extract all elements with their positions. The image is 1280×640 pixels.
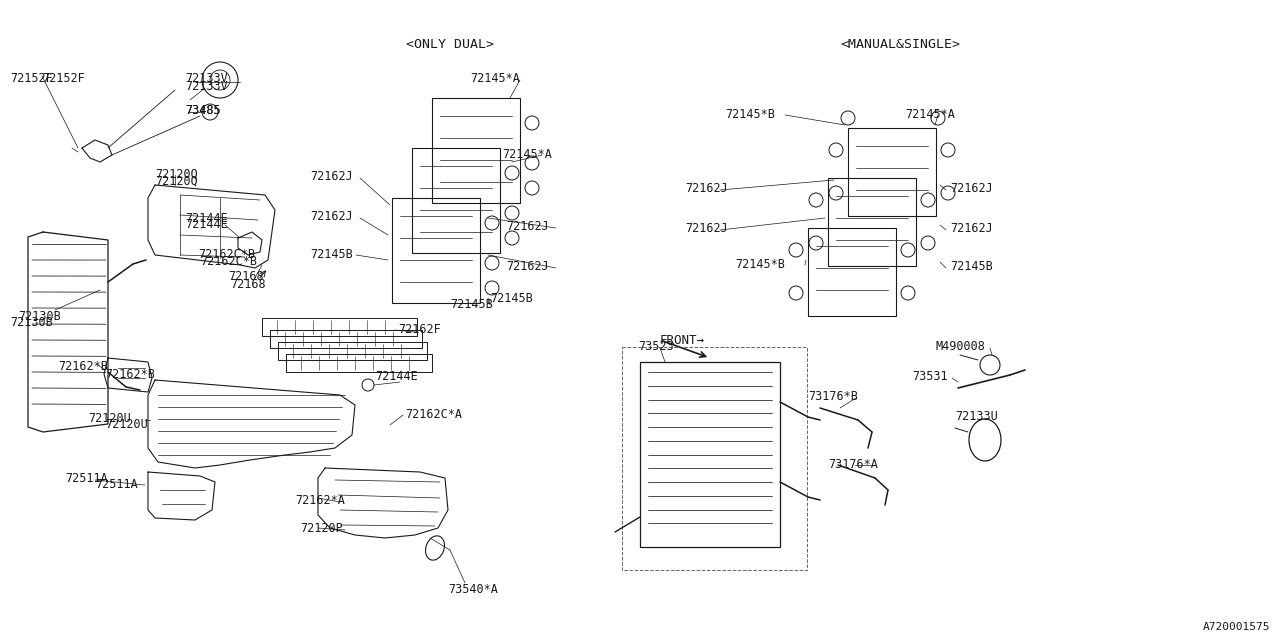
Text: 72133V: 72133V — [186, 80, 228, 93]
Text: 73485: 73485 — [186, 104, 220, 117]
Text: 72145*A: 72145*A — [502, 148, 552, 161]
Text: <MANUAL&SINGLE>: <MANUAL&SINGLE> — [840, 38, 960, 51]
Text: 72145*A: 72145*A — [905, 108, 955, 121]
Text: 72168: 72168 — [230, 278, 266, 291]
Text: 72152F: 72152F — [10, 72, 52, 85]
Text: 72162J: 72162J — [506, 260, 549, 273]
Text: 72162C*A: 72162C*A — [404, 408, 462, 421]
Bar — [392, 198, 480, 303]
Text: 72120Q: 72120Q — [155, 168, 197, 181]
Text: 72162J: 72162J — [310, 170, 353, 183]
Text: 72168: 72168 — [228, 270, 264, 283]
Text: 72511A: 72511A — [95, 478, 138, 491]
Text: 73540*A: 73540*A — [448, 583, 498, 596]
Text: 72133V: 72133V — [186, 72, 228, 85]
Text: 72162C*B: 72162C*B — [198, 248, 255, 261]
Text: 72144E: 72144E — [375, 370, 417, 383]
Text: 72162*A: 72162*A — [294, 494, 344, 507]
Text: 73485: 73485 — [186, 104, 220, 117]
Bar — [828, 178, 916, 266]
Text: 72145B: 72145B — [950, 260, 993, 273]
Text: <ONLY DUAL>: <ONLY DUAL> — [406, 38, 494, 51]
Bar — [622, 347, 806, 570]
Text: 73523: 73523 — [637, 340, 673, 353]
Text: 72130B: 72130B — [18, 310, 60, 323]
Bar — [262, 318, 417, 336]
Text: 72120Q: 72120Q — [155, 175, 197, 188]
Text: 73176*B: 73176*B — [808, 390, 858, 403]
Text: 72162*B: 72162*B — [58, 360, 108, 373]
Text: 72162J: 72162J — [685, 222, 728, 235]
Text: 72120U: 72120U — [105, 418, 147, 431]
Bar — [412, 148, 500, 253]
Bar — [285, 354, 433, 372]
Text: 72162J: 72162J — [685, 182, 728, 195]
Bar — [270, 330, 422, 348]
Bar — [808, 228, 896, 316]
Text: 72162J: 72162J — [950, 222, 993, 235]
Text: 72120P: 72120P — [300, 522, 343, 535]
Text: 72145*B: 72145*B — [724, 108, 774, 121]
Text: 73531: 73531 — [911, 370, 947, 383]
Text: 72120U: 72120U — [88, 412, 131, 425]
Text: 72162*B: 72162*B — [105, 368, 155, 381]
Text: 72162J: 72162J — [950, 182, 993, 195]
Bar — [433, 98, 520, 203]
Text: 72133U: 72133U — [955, 410, 997, 423]
Text: A720001575: A720001575 — [1202, 622, 1270, 632]
Text: 72162F: 72162F — [398, 323, 440, 336]
Text: M490008: M490008 — [934, 340, 984, 353]
Bar — [278, 342, 428, 360]
Bar — [640, 362, 780, 547]
Text: 72162C*B: 72162C*B — [200, 255, 257, 268]
Text: 72144E: 72144E — [186, 212, 228, 225]
Text: 72145B: 72145B — [310, 248, 353, 261]
Text: 72152F: 72152F — [42, 72, 84, 85]
Text: 72145*B: 72145*B — [735, 258, 785, 271]
Text: 72511A: 72511A — [65, 472, 108, 485]
Bar — [849, 128, 936, 216]
Text: 72144E: 72144E — [186, 218, 228, 231]
Text: 72145B: 72145B — [451, 298, 493, 311]
Text: 72162J: 72162J — [506, 220, 549, 233]
Text: 72130B: 72130B — [10, 316, 52, 329]
Text: 73176*A: 73176*A — [828, 458, 878, 471]
Text: 72145*A: 72145*A — [470, 72, 520, 85]
Text: 72145B: 72145B — [490, 292, 532, 305]
Text: FRONT→: FRONT→ — [660, 333, 705, 346]
Text: 72162J: 72162J — [310, 210, 353, 223]
